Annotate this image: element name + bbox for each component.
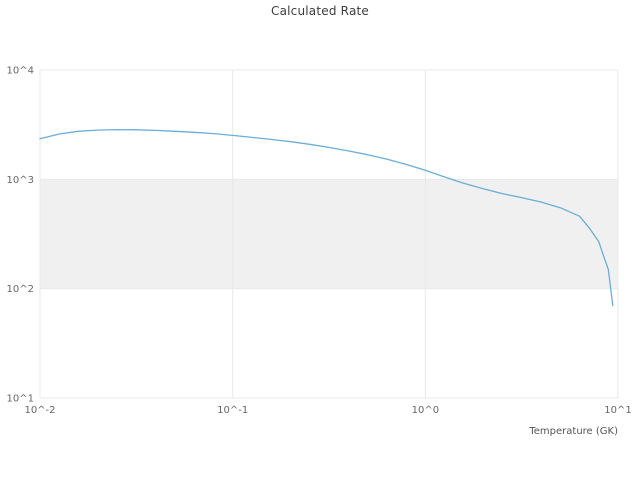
y-tick-label: 10^2 bbox=[7, 284, 34, 295]
rate-line bbox=[39, 128, 614, 307]
y-tick-label: 10^1 bbox=[7, 394, 34, 405]
y-tick-label: 10^4 bbox=[7, 66, 34, 77]
x-tick-label: 10^1 bbox=[604, 405, 631, 416]
highlight-band bbox=[40, 179, 618, 289]
x-tick-label: 10^0 bbox=[412, 405, 439, 416]
x-tick-label: 10^-2 bbox=[24, 405, 55, 416]
x-axis-label: Temperature (GK) bbox=[528, 426, 618, 437]
x-tick-label: 10^-1 bbox=[217, 405, 248, 416]
chart-title: Calculated Rate bbox=[271, 4, 369, 18]
y-tick-label: 10^3 bbox=[7, 175, 34, 186]
